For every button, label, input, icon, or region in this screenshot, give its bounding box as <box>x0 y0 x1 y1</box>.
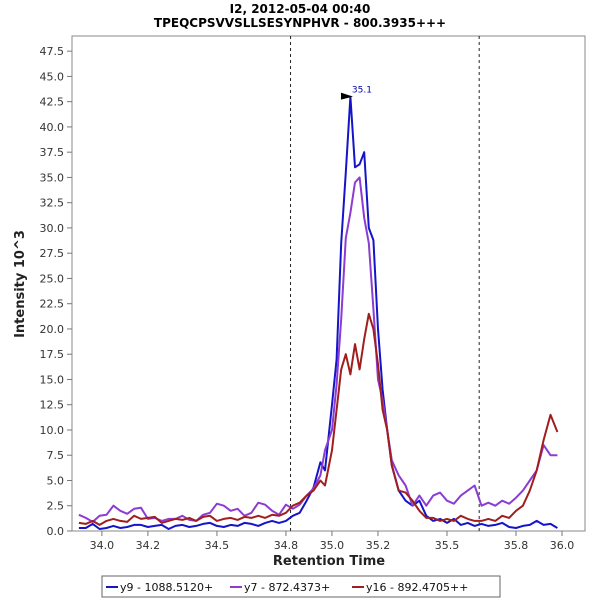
y-tick-label: 45.0 <box>40 70 65 83</box>
x-tick-label: 34.8 <box>274 539 299 552</box>
y-tick-label: 0.0 <box>47 525 65 538</box>
peak-marker <box>340 92 353 100</box>
y-axis: 0.0 2.5 5.0 7.5 10.0 12.5 15.0 17.5 20.0 22.5 25.0… <box>40 45 72 538</box>
plot-area <box>71 35 586 532</box>
y-tick-label: 25.0 <box>40 272 65 285</box>
x-tick-label: 34.5 <box>205 539 230 552</box>
peak-label: 35.1 <box>352 86 372 96</box>
y-tick-label: 32.5 <box>40 197 65 210</box>
y-tick-label: 40.0 <box>40 121 65 134</box>
chart-subtitle: TPEQCPSVVSLLSESYNPHVR - 800.3935+++ <box>154 16 446 30</box>
series-line-2 <box>78 176 558 523</box>
series-line-3 <box>78 312 559 526</box>
y-tick-label: 10.0 <box>40 424 65 437</box>
y-tick-label: 42.5 <box>40 96 65 109</box>
x-tick-label: 35.5 <box>435 539 460 552</box>
y-tick-label: 30.0 <box>40 222 65 235</box>
legend-label-3: y16 - 892.4705++ <box>366 581 468 594</box>
y-tick-label: 35.0 <box>40 171 65 184</box>
y-tick-label: 15.0 <box>40 373 65 386</box>
y-tick-label: 22.5 <box>40 298 65 311</box>
y-axis-label: Intensity 10^3 <box>13 230 28 338</box>
x-axis: 34.0 34.2 34.5 34.8 35.0 35.2 35.5 35.8 36.0 <box>90 531 575 552</box>
y-tick-label: 27.5 <box>40 247 65 260</box>
legend-label-2: y7 - 872.4373+ <box>244 581 330 594</box>
x-tick-label: 34.0 <box>90 539 115 552</box>
peak-boundaries <box>290 36 480 531</box>
y-tick-label: 2.5 <box>47 500 65 513</box>
y-tick-label: 17.5 <box>40 348 65 361</box>
y-tick-label: 12.5 <box>40 399 65 412</box>
x-tick-label: 35.2 <box>366 539 391 552</box>
chart-title: I2, 2012-05-04 00:40 <box>230 2 371 16</box>
legend: y9 - 1088.5120+ y7 - 872.4373+ y16 - 892.4… <box>101 575 501 598</box>
y-tick-label: 47.5 <box>40 45 65 58</box>
x-tick-label: 35.0 <box>320 539 345 552</box>
series-lines <box>78 95 559 530</box>
y-tick-label: 5.0 <box>47 474 65 487</box>
legend-label-1: y9 - 1088.5120+ <box>120 581 213 594</box>
x-tick-label: 34.2 <box>136 539 161 552</box>
x-tick-label: 35.8 <box>504 539 529 552</box>
series-line-1 <box>78 95 558 530</box>
y-tick-label: 7.5 <box>47 449 65 462</box>
peak-annotation: 35.1 <box>340 86 372 100</box>
y-tick-label: 20.0 <box>40 323 65 336</box>
legend-box <box>101 575 501 598</box>
x-axis-label: Retention Time <box>273 554 385 569</box>
x-tick-label: 36.0 <box>550 539 575 552</box>
y-tick-label: 37.5 <box>40 146 65 159</box>
